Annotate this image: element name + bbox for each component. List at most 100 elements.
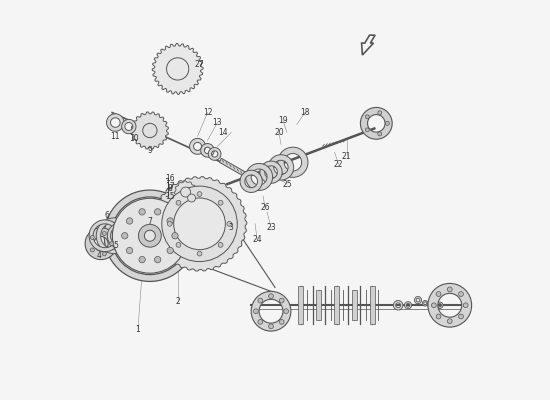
Text: 9: 9 <box>147 146 152 155</box>
Polygon shape <box>183 189 201 207</box>
Circle shape <box>197 192 202 196</box>
Polygon shape <box>316 290 321 320</box>
Wedge shape <box>139 224 161 247</box>
Text: 16: 16 <box>165 174 174 183</box>
Circle shape <box>188 194 196 202</box>
Circle shape <box>197 251 202 256</box>
Wedge shape <box>268 155 294 180</box>
Text: 2: 2 <box>175 297 180 306</box>
Text: 24: 24 <box>252 235 262 244</box>
Text: 18: 18 <box>300 108 310 117</box>
Circle shape <box>463 303 468 308</box>
Circle shape <box>447 319 452 324</box>
Circle shape <box>279 320 284 324</box>
Polygon shape <box>299 286 303 324</box>
Circle shape <box>167 222 172 226</box>
Wedge shape <box>415 296 422 304</box>
Circle shape <box>386 121 389 125</box>
Text: 26: 26 <box>260 204 270 212</box>
Text: 7: 7 <box>147 217 152 226</box>
Wedge shape <box>422 300 428 306</box>
Polygon shape <box>370 286 375 324</box>
Circle shape <box>102 232 106 236</box>
Circle shape <box>180 187 191 197</box>
Text: 21: 21 <box>342 152 351 161</box>
Circle shape <box>139 209 145 215</box>
Text: 27: 27 <box>195 60 205 70</box>
Wedge shape <box>104 190 196 282</box>
Wedge shape <box>208 148 221 160</box>
Circle shape <box>365 128 369 132</box>
Circle shape <box>436 292 441 296</box>
Circle shape <box>167 218 173 224</box>
Wedge shape <box>85 228 117 260</box>
Circle shape <box>284 309 289 314</box>
Text: 14: 14 <box>218 128 227 137</box>
Text: 25: 25 <box>282 180 292 189</box>
Circle shape <box>167 247 173 254</box>
Polygon shape <box>219 158 249 178</box>
Wedge shape <box>96 218 132 254</box>
Circle shape <box>378 132 382 136</box>
Circle shape <box>126 247 133 254</box>
Wedge shape <box>122 119 136 134</box>
Circle shape <box>254 309 258 314</box>
Text: 13: 13 <box>213 118 222 127</box>
Wedge shape <box>107 223 133 248</box>
Circle shape <box>176 242 181 247</box>
Text: 22: 22 <box>334 160 343 169</box>
Circle shape <box>143 123 157 138</box>
Circle shape <box>365 115 369 119</box>
Wedge shape <box>175 200 223 248</box>
Polygon shape <box>334 286 339 324</box>
Circle shape <box>258 298 263 303</box>
Circle shape <box>167 58 189 80</box>
Polygon shape <box>352 290 357 320</box>
Text: 23: 23 <box>266 223 276 232</box>
Circle shape <box>227 222 232 226</box>
Wedge shape <box>190 138 206 154</box>
Wedge shape <box>240 170 262 192</box>
Circle shape <box>432 303 436 308</box>
Text: 15: 15 <box>165 192 174 200</box>
Wedge shape <box>201 144 214 157</box>
Polygon shape <box>361 35 375 55</box>
Text: 17: 17 <box>165 182 174 190</box>
Text: 19: 19 <box>278 116 288 125</box>
Circle shape <box>174 198 226 250</box>
Circle shape <box>112 198 188 273</box>
Circle shape <box>459 292 464 296</box>
Text: 8: 8 <box>167 184 172 192</box>
Circle shape <box>155 209 161 215</box>
Text: 10: 10 <box>129 134 139 143</box>
Circle shape <box>122 232 128 239</box>
Wedge shape <box>251 291 291 331</box>
Wedge shape <box>393 300 403 310</box>
Circle shape <box>447 287 452 292</box>
Polygon shape <box>152 177 247 271</box>
Circle shape <box>176 200 181 205</box>
Wedge shape <box>89 220 121 252</box>
Circle shape <box>378 111 382 115</box>
Text: 4: 4 <box>97 251 102 260</box>
Circle shape <box>218 200 223 205</box>
Text: 11: 11 <box>111 132 120 141</box>
Circle shape <box>268 294 273 298</box>
Wedge shape <box>107 114 124 131</box>
Circle shape <box>258 320 263 324</box>
Wedge shape <box>437 302 443 308</box>
Circle shape <box>162 186 237 262</box>
Circle shape <box>155 256 161 263</box>
Text: 3: 3 <box>229 223 234 232</box>
Text: 5: 5 <box>113 241 118 250</box>
Wedge shape <box>428 284 472 327</box>
Circle shape <box>268 324 273 329</box>
Circle shape <box>218 242 223 247</box>
Circle shape <box>436 314 441 319</box>
Circle shape <box>139 256 145 263</box>
Wedge shape <box>278 147 308 177</box>
Text: 12: 12 <box>203 108 212 117</box>
Wedge shape <box>404 302 411 309</box>
Wedge shape <box>360 108 392 139</box>
Circle shape <box>102 252 106 256</box>
